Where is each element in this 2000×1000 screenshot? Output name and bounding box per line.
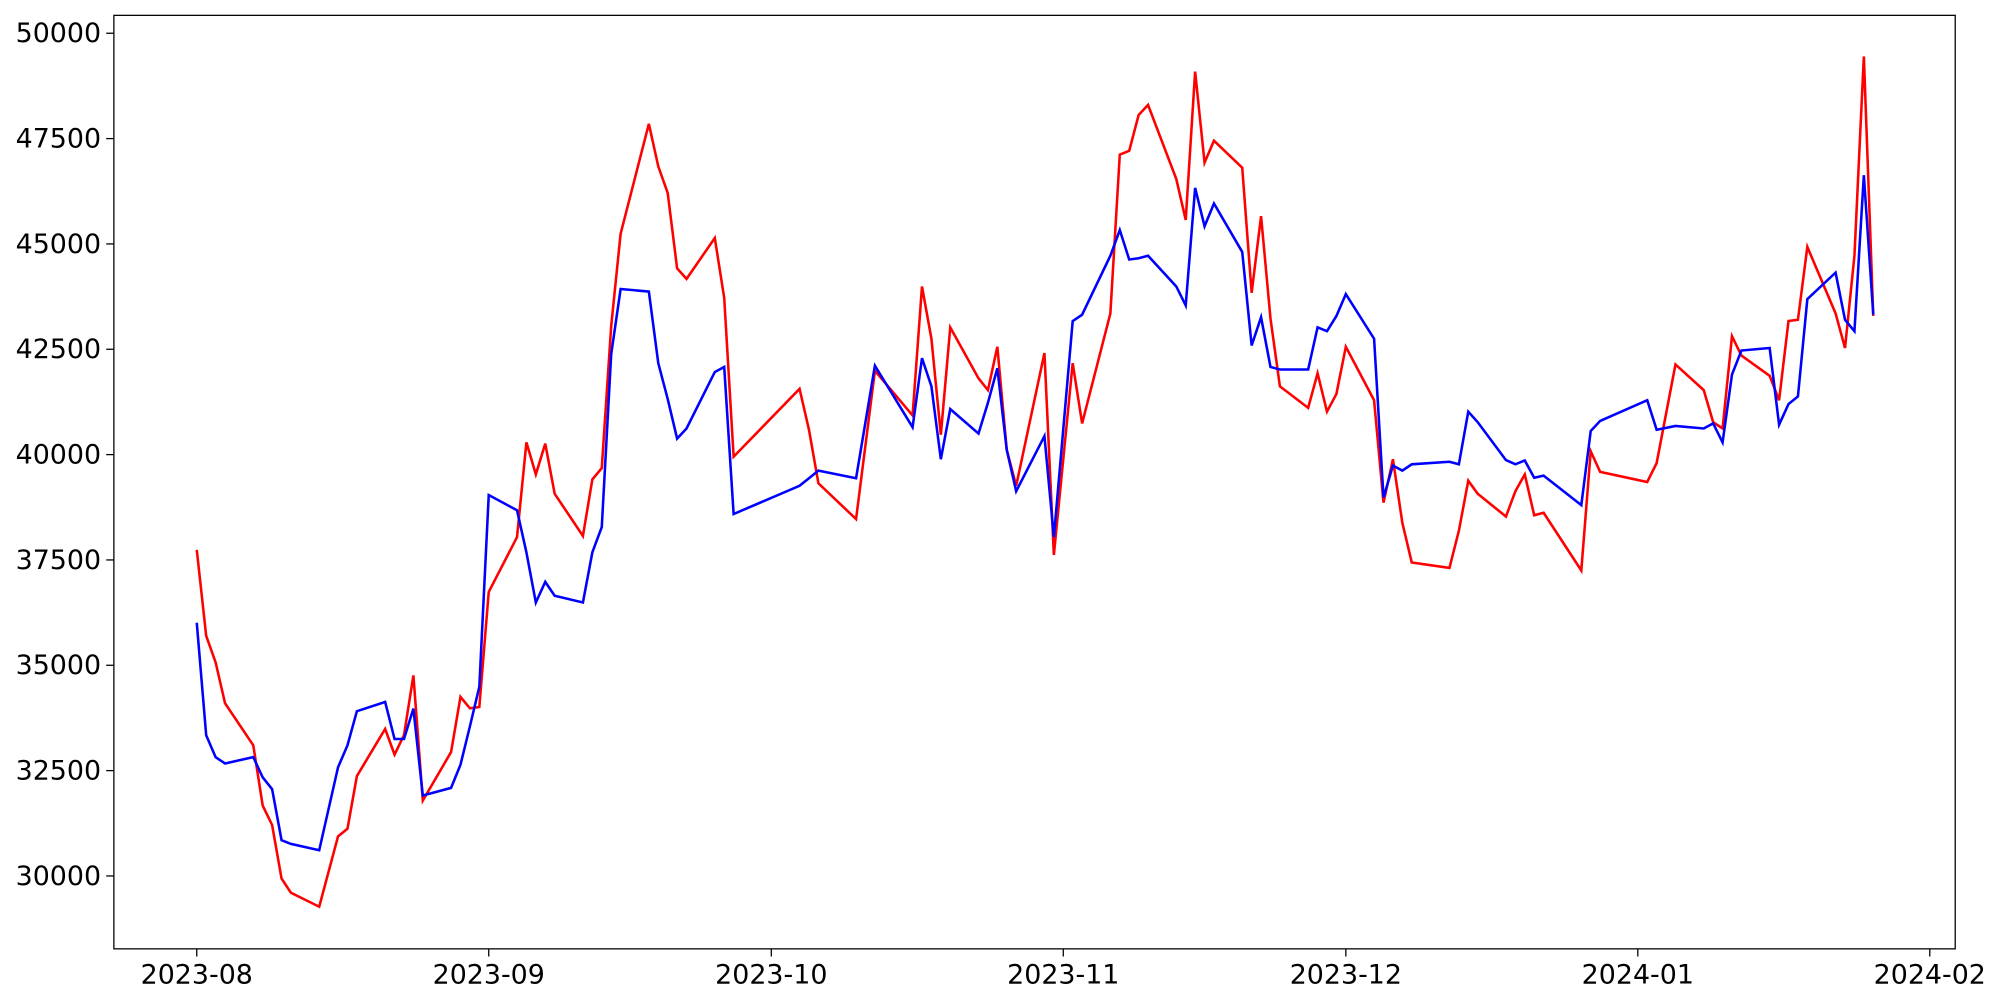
y-tick-label: 47500 [16,124,101,155]
y-tick-label: 37500 [16,545,101,576]
x-tick-label: 2023-08 [141,959,253,990]
y-tick-label: 40000 [16,440,101,471]
y-tick-label: 30000 [16,861,101,892]
y-tick-label: 42500 [16,334,101,365]
x-tick-label: 2024-02 [1874,959,1986,990]
line-series [195,56,1875,909]
plot-frame [113,14,1956,950]
y-tick-label: 32500 [16,756,101,787]
y-tick-label: 45000 [16,229,101,260]
line-series [195,175,1875,852]
y-tick-label: 35000 [16,650,101,681]
x-tick-label: 2023-09 [433,959,545,990]
y-tick-label: 50000 [16,18,101,49]
x-tick-label: 2023-10 [715,959,827,990]
x-tick-label: 2024-01 [1582,959,1694,990]
x-tick-label: 2023-12 [1290,959,1402,990]
x-tick-label: 2023-11 [1007,959,1119,990]
